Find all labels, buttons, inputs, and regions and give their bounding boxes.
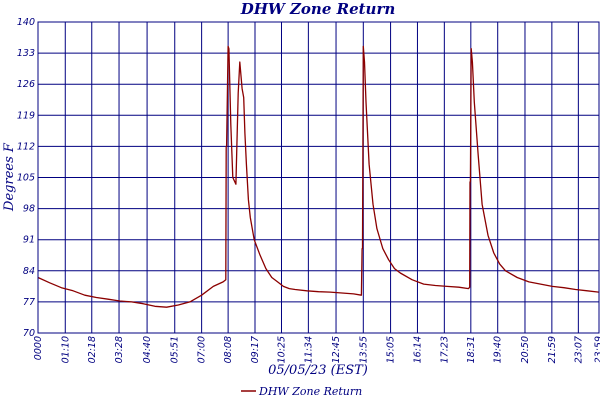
series-layer — [37, 45, 599, 308]
y-tick-label: 77 — [23, 297, 35, 308]
y-tick-label: 112 — [17, 141, 35, 152]
x-tick-label: 12:45 — [331, 336, 342, 363]
x-tick-label: 18:31 — [466, 336, 477, 363]
x-tick-label: 23:07 — [573, 336, 584, 363]
y-tick-label: 84 — [23, 266, 35, 277]
x-tick-label: 13:55 — [358, 336, 369, 363]
x-tick-label: 11:34 — [303, 336, 314, 363]
legend: DHW Zone Return — [241, 385, 362, 398]
x-tick-labels: 0000 01:10 02:18 03:28 04:40 05:51 07:00 08:08 0… — [33, 336, 600, 363]
x-tick-label: 10:25 — [276, 336, 287, 363]
y-tick-label: 98 — [23, 204, 35, 215]
x-tick-label: 23:59 — [594, 336, 600, 363]
x-tick-label: 20:50 — [520, 336, 531, 363]
y-tick-label: 91 — [23, 235, 35, 246]
x-tick-label: 17:23 — [439, 336, 450, 363]
x-tick-label: 08:08 — [223, 336, 234, 363]
y-tick-label: 105 — [17, 173, 35, 184]
x-tick-label: 02:18 — [87, 336, 98, 363]
x-tick-label: 15:05 — [386, 336, 397, 363]
y-tick-label: 140 — [17, 17, 35, 28]
x-tick-label: 09:17 — [250, 336, 261, 363]
x-tick-label: 0000 — [33, 336, 44, 360]
x-tick-label: 21:59 — [547, 336, 558, 363]
x-tick-label: 19:40 — [493, 336, 504, 363]
x-tick-label: 03:28 — [114, 336, 125, 363]
y-tick-label: 119 — [17, 110, 35, 121]
series-line-dhw-zone-return — [37, 45, 599, 308]
grid-layer — [38, 21, 599, 334]
x-tick-label: 01:10 — [60, 336, 71, 363]
chart-title: DHW Zone Return — [240, 0, 396, 18]
x-tick-label: 16:14 — [412, 336, 423, 363]
legend-label: DHW Zone Return — [258, 385, 362, 398]
x-tick-label: 05:51 — [170, 336, 181, 363]
y-axis-label: Degrees F — [2, 142, 17, 212]
x-tick-label: 07:00 — [197, 336, 208, 363]
y-tick-label: 70 — [23, 328, 35, 339]
x-axis-label: 05/05/23 (EST) — [268, 363, 368, 378]
plot-frame — [37, 21, 600, 334]
y-tick-labels: 70 77 84 91 98 105 112 119 126 133 140 — [17, 17, 35, 339]
y-tick-label: 126 — [17, 79, 35, 90]
x-tick-label: 04:40 — [142, 336, 153, 363]
y-tick-label: 133 — [17, 48, 35, 59]
